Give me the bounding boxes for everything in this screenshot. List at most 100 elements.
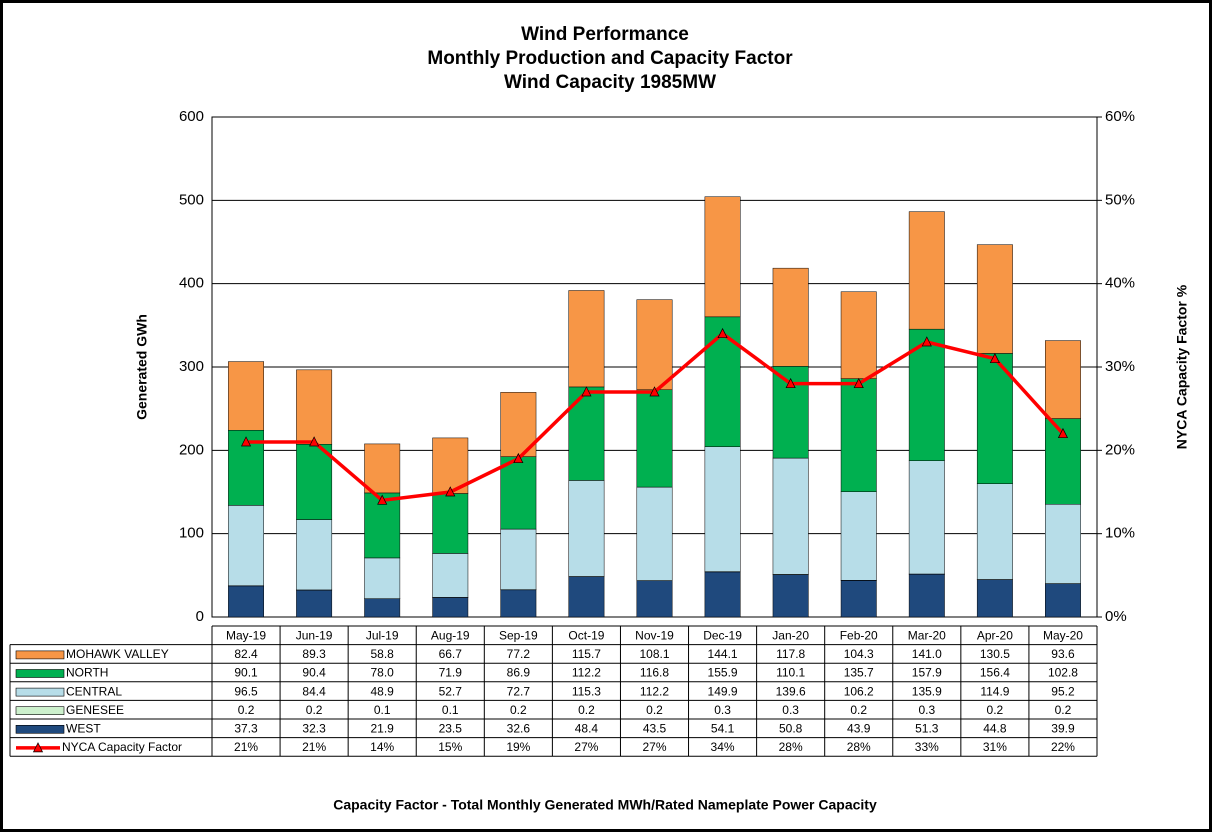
bar	[704, 316, 741, 448]
bar	[908, 460, 945, 575]
bar	[228, 505, 264, 587]
bar	[568, 386, 605, 481]
data-label: 139.6	[776, 684, 806, 698]
y-tick-label: 600	[179, 108, 204, 125]
data-label: 90.1	[234, 666, 258, 680]
bar	[908, 211, 945, 330]
data-label: 112.2	[572, 666, 601, 680]
data-label: 115.3	[572, 684, 601, 698]
line-marker	[377, 494, 388, 505]
data-label: 32.3	[302, 721, 326, 735]
bar	[296, 519, 333, 591]
bar	[772, 574, 809, 618]
y-axis-label: Generated GWh	[134, 314, 150, 420]
data-label: 43.9	[847, 721, 871, 735]
y-tick-label: 300	[179, 358, 204, 375]
data-label: 52.7	[439, 684, 463, 698]
bar	[772, 267, 809, 367]
footnote: Capacity Factor - Total Monthly Generate…	[333, 797, 877, 813]
line-marker	[785, 377, 796, 389]
bar	[1045, 340, 1081, 419]
y2-axis-label: NYCA Capacity Factor %	[1174, 284, 1190, 449]
bar	[568, 290, 605, 388]
bar	[704, 446, 741, 572]
line-marker	[853, 377, 864, 389]
bar	[500, 589, 537, 618]
data-label: 0.3	[714, 703, 731, 717]
data-label: 77.2	[507, 647, 531, 661]
line-marker	[989, 352, 1000, 364]
data-label: 0.2	[850, 703, 867, 717]
bar	[568, 576, 605, 618]
bar	[636, 299, 673, 390]
data-label: 90.4	[302, 666, 326, 680]
x-tick-label: Jul-19	[366, 628, 399, 642]
legend-label: WEST	[66, 721, 101, 735]
y2-tick-label: 20%	[1105, 441, 1135, 458]
data-label: 144.1	[708, 647, 738, 661]
y2-tick-label: 30%	[1105, 358, 1135, 375]
bar	[636, 486, 673, 581]
bar	[1045, 504, 1081, 584]
data-label: 0.1	[374, 703, 391, 717]
data-label: 141.0	[912, 647, 942, 661]
data-label: 34%	[711, 740, 735, 754]
x-tick-label: Oct-19	[568, 628, 604, 642]
data-label: 28%	[779, 740, 803, 754]
bar	[976, 244, 1013, 354]
bar	[296, 589, 333, 618]
data-label: 135.7	[844, 666, 874, 680]
y-tick-label: 500	[179, 191, 204, 208]
x-tick-label: May-20	[1043, 628, 1083, 642]
x-tick-label: Jun-19	[296, 628, 333, 642]
data-label: 135.9	[912, 684, 942, 698]
bar	[432, 597, 469, 618]
data-label: 0.2	[578, 703, 595, 717]
data-label: 108.1	[639, 647, 669, 661]
data-label: 51.3	[915, 721, 939, 735]
data-label: 28%	[847, 740, 871, 754]
data-label: 0.3	[918, 703, 935, 717]
data-label: 39.9	[1051, 721, 1075, 735]
data-label: 89.3	[302, 647, 326, 661]
data-label: 66.7	[439, 647, 463, 661]
y2-tick-label: 40%	[1105, 275, 1135, 292]
data-label: 0.3	[782, 703, 799, 717]
x-tick-label: Nov-19	[635, 628, 674, 642]
bar	[976, 483, 1013, 580]
bar	[704, 571, 741, 618]
bar	[840, 378, 877, 492]
chart-subtitle: Monthly Production and Capacity Factor	[427, 48, 793, 69]
data-label: 116.8	[640, 666, 669, 680]
legend-key	[15, 687, 65, 697]
data-label: 0.2	[646, 703, 663, 717]
bar	[840, 491, 877, 581]
line-marker	[921, 336, 932, 347]
y-tick-label: 100	[179, 525, 204, 542]
y2-tick-label: 60%	[1105, 108, 1135, 125]
bar	[296, 444, 333, 520]
y2-tick-label: 10%	[1105, 525, 1135, 542]
data-label: 50.8	[779, 721, 803, 735]
data-label: 23.5	[439, 721, 463, 735]
y-tick-label: 0	[196, 608, 204, 625]
bar	[364, 443, 401, 494]
data-label: 32.6	[507, 721, 531, 735]
data-label: 71.9	[439, 666, 463, 680]
bar	[636, 389, 673, 488]
data-label: 0.2	[238, 703, 255, 717]
data-label: 115.7	[572, 647, 601, 661]
data-label: 27%	[574, 740, 598, 754]
chart-subtitle: Wind Capacity 1985MW	[504, 72, 716, 93]
data-label: 33%	[915, 740, 939, 754]
data-label: 22%	[1051, 740, 1075, 754]
legend-key	[32, 742, 44, 753]
data-label: 110.1	[776, 666, 805, 680]
y2-tick-label: 50%	[1105, 191, 1135, 208]
data-label: 15%	[438, 740, 462, 754]
legend-label: NYCA Capacity Factor	[62, 740, 182, 754]
chart-title: Wind Performance	[521, 24, 689, 45]
bar	[500, 528, 537, 590]
